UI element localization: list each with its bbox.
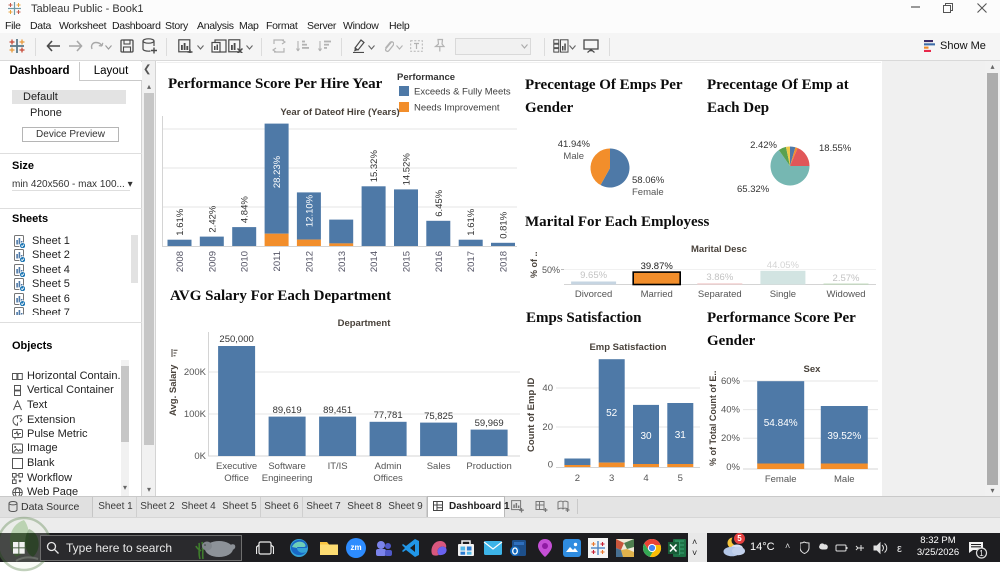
svg-text:200K: 200K <box>184 367 207 378</box>
svg-text:0.81%: 0.81% <box>499 211 510 238</box>
svg-text:Marital Desc: Marital Desc <box>691 244 747 255</box>
svg-text:77,781: 77,781 <box>374 410 403 421</box>
svg-text:3.86%: 3.86% <box>706 272 733 283</box>
svg-text:% of ..: % of .. <box>529 252 539 279</box>
svg-text:2015: 2015 <box>402 251 413 272</box>
svg-text:1: 1 <box>979 549 984 558</box>
svg-text:14.52%: 14.52% <box>402 153 413 186</box>
svg-text:2: 2 <box>575 473 580 484</box>
svg-text:Precentage Of Emps Per: Precentage Of Emps Per <box>525 77 683 93</box>
svg-text:IT/IS: IT/IS <box>328 461 348 472</box>
svg-text:2009: 2009 <box>207 251 218 272</box>
svg-text:Each Dep: Each Dep <box>707 100 769 116</box>
svg-text:Year of Dateof Hire (Years): Year of Dateof Hire (Years) <box>280 107 399 118</box>
svg-text:28.23%: 28.23% <box>272 155 283 188</box>
svg-text:Performance Score Per: Performance Score Per <box>707 310 856 326</box>
svg-text:50%: 50% <box>542 265 560 275</box>
svg-text:Emps Satisfaction: Emps Satisfaction <box>526 310 642 326</box>
svg-text:58.06%: 58.06% <box>632 175 665 186</box>
svg-text:Software: Software <box>268 461 306 472</box>
svg-text:89,451: 89,451 <box>323 405 352 416</box>
svg-text:20%: 20% <box>721 433 741 444</box>
svg-text:2.57%: 2.57% <box>833 273 860 284</box>
svg-text:Offices: Offices <box>373 473 403 484</box>
svg-text:1.61%: 1.61% <box>175 208 186 235</box>
svg-text:54.84%: 54.84% <box>764 418 798 429</box>
svg-text:Executive: Executive <box>216 461 257 472</box>
svg-text:2008: 2008 <box>175 251 186 272</box>
svg-text:Engineering: Engineering <box>262 473 313 484</box>
svg-text:2017: 2017 <box>466 251 477 272</box>
svg-text:Separated: Separated <box>698 289 742 300</box>
svg-text:52: 52 <box>606 408 618 419</box>
svg-text:Avg. Salary: Avg. Salary <box>168 364 179 416</box>
svg-text:Performance Score Per Hire Yea: Performance Score Per Hire Year <box>168 76 383 92</box>
svg-text:AVG Salary For Each Department: AVG Salary For Each Department <box>170 288 391 304</box>
svg-text:60%: 60% <box>721 376 741 387</box>
svg-text:12.10%: 12.10% <box>304 194 315 227</box>
svg-text:Emp Satisfaction: Emp Satisfaction <box>589 342 666 353</box>
svg-text:250,000: 250,000 <box>219 334 253 345</box>
svg-text:15.32%: 15.32% <box>369 150 380 183</box>
svg-text:4.84%: 4.84% <box>240 196 251 223</box>
svg-text:40%: 40% <box>721 405 741 416</box>
svg-text:Single: Single <box>770 289 796 300</box>
svg-text:Female: Female <box>632 187 664 198</box>
svg-text:Married: Married <box>641 289 673 300</box>
svg-text:75,825: 75,825 <box>424 411 453 422</box>
svg-text:59,969: 59,969 <box>475 418 504 429</box>
svg-text:6.45%: 6.45% <box>434 189 445 216</box>
svg-text:0: 0 <box>548 460 553 471</box>
svg-text:Exceeds & Fully Meets: Exceeds & Fully Meets <box>414 87 511 98</box>
svg-text:2011: 2011 <box>272 251 283 271</box>
svg-text:2010: 2010 <box>240 251 251 272</box>
svg-text:3: 3 <box>609 473 614 484</box>
svg-text:65.32%: 65.32% <box>737 184 770 195</box>
svg-text:Precentage Of Emp at: Precentage Of Emp at <box>707 77 849 93</box>
svg-text:Office: Office <box>224 473 249 484</box>
svg-text:Sales: Sales <box>427 461 451 472</box>
svg-text:Male: Male <box>563 151 584 162</box>
svg-text:89,619: 89,619 <box>273 405 302 416</box>
svg-text:% of Total Count of E..: % of Total Count of E.. <box>708 371 718 466</box>
svg-text:2012: 2012 <box>304 251 315 272</box>
svg-text:31: 31 <box>675 430 687 441</box>
svg-text:44.05%: 44.05% <box>767 260 800 271</box>
svg-text:Marital For Each Employess: Marital For Each Employess <box>525 214 709 230</box>
svg-text:Gender: Gender <box>707 333 756 349</box>
svg-text:0K: 0K <box>194 451 206 462</box>
svg-text:2018: 2018 <box>499 251 510 272</box>
svg-text:Needs Improvement: Needs Improvement <box>414 103 500 114</box>
svg-text:2013: 2013 <box>337 251 348 272</box>
svg-text:Female: Female <box>765 474 797 485</box>
svg-text:Sex: Sex <box>804 364 822 375</box>
svg-text:Performance: Performance <box>397 72 455 83</box>
svg-text:Department: Department <box>338 318 392 329</box>
svg-text:Male: Male <box>834 474 855 485</box>
svg-text:1.61%: 1.61% <box>466 208 477 235</box>
svg-text:Admin: Admin <box>375 461 402 472</box>
svg-text:9.65%: 9.65% <box>580 270 607 281</box>
svg-text:39.52%: 39.52% <box>827 431 861 442</box>
svg-text:Production: Production <box>466 461 511 472</box>
svg-text:2.42%: 2.42% <box>750 140 777 151</box>
svg-text:Widowed: Widowed <box>826 289 865 300</box>
svg-text:18.55%: 18.55% <box>819 143 852 154</box>
svg-text:Divorced: Divorced <box>575 289 613 300</box>
svg-text:2.42%: 2.42% <box>207 205 218 232</box>
svg-text:4: 4 <box>643 473 648 484</box>
svg-text:30: 30 <box>640 431 652 442</box>
svg-text:41.94%: 41.94% <box>558 139 591 150</box>
svg-text:0%: 0% <box>726 462 740 473</box>
svg-text:40: 40 <box>542 383 553 394</box>
svg-text:39.87%: 39.87% <box>641 261 674 272</box>
svg-text:100K: 100K <box>184 409 207 420</box>
svg-text:20: 20 <box>542 422 553 433</box>
svg-text:Gender: Gender <box>525 100 574 116</box>
svg-text:2014: 2014 <box>369 251 380 272</box>
svg-text:Count of Emp ID: Count of Emp ID <box>526 377 537 452</box>
svg-text:2016: 2016 <box>434 251 445 272</box>
svg-text:5: 5 <box>678 473 683 484</box>
